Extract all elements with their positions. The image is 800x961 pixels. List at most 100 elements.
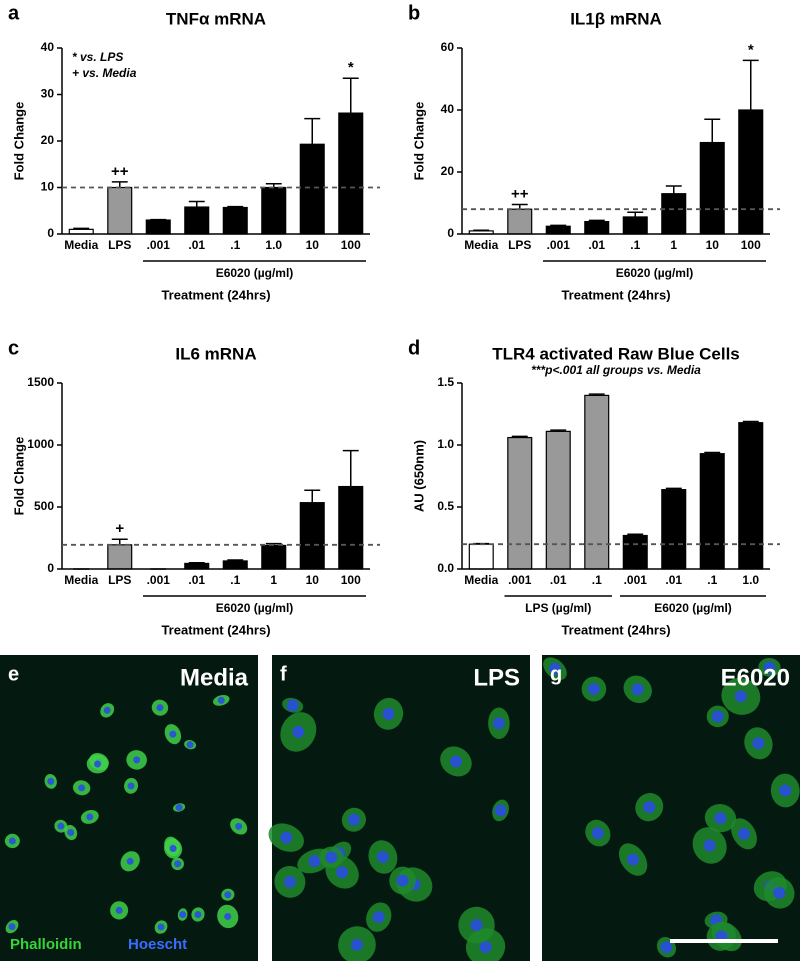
panel-label: f xyxy=(280,663,287,685)
y-tick-label: 500 xyxy=(34,499,54,513)
group-label: LPS (µg/ml) xyxy=(525,601,591,615)
nucleus xyxy=(591,827,604,840)
nucleus xyxy=(283,875,296,888)
nucleus xyxy=(376,850,389,863)
y-tick-label: 40 xyxy=(441,102,455,116)
x-tick-label: 10 xyxy=(306,573,320,587)
bar xyxy=(261,186,287,235)
x-tick-label: 10 xyxy=(306,238,320,252)
x-tick-label: .001 xyxy=(624,573,648,587)
x-tick-label: 1 xyxy=(670,238,677,252)
nucleus xyxy=(169,845,177,853)
nucleus xyxy=(714,812,727,825)
group-label: E6020 (µg/ml) xyxy=(216,266,294,280)
y-axis-label: AU (650nm) xyxy=(411,440,426,512)
nucleus xyxy=(752,737,765,750)
group-label: E6020 (µg/ml) xyxy=(654,601,732,615)
nucleus xyxy=(169,730,177,738)
micrograph xyxy=(542,655,800,961)
x-tick-label: .1 xyxy=(592,573,602,587)
bar xyxy=(507,436,533,570)
image-label: Media xyxy=(180,664,249,691)
nucleus xyxy=(763,661,776,674)
y-tick-label: 0 xyxy=(47,561,54,575)
nucleus xyxy=(449,755,462,768)
bar xyxy=(545,430,571,570)
nucleus xyxy=(492,717,505,730)
y-tick-label: 0.0 xyxy=(437,561,454,575)
nucleus xyxy=(78,784,86,792)
nucleus xyxy=(548,662,561,675)
x-tick-label: Media xyxy=(464,238,498,252)
x-tick-label: .01 xyxy=(188,238,205,252)
nucleus xyxy=(470,919,483,932)
nucleus xyxy=(479,940,492,953)
x-tick-label: .001 xyxy=(547,238,571,252)
nucleus xyxy=(286,699,299,712)
significance-marker: + xyxy=(115,520,124,537)
bar xyxy=(468,543,494,570)
bar xyxy=(661,193,687,235)
x-tick-label: LPS xyxy=(108,573,131,587)
x-tick-label: LPS xyxy=(508,238,531,252)
x-axis-label: Treatment (24hrs) xyxy=(561,287,670,302)
nucleus xyxy=(57,822,65,830)
chart-title: IL6 mRNA xyxy=(175,344,256,363)
x-tick-label: Media xyxy=(464,573,498,587)
panel-label: c xyxy=(8,337,19,359)
nucleus xyxy=(186,741,194,749)
nucleus xyxy=(126,857,134,865)
bar xyxy=(222,560,248,570)
x-tick-label: .001 xyxy=(508,573,532,587)
y-tick-label: 0 xyxy=(447,226,454,240)
x-tick-label: .1 xyxy=(230,573,240,587)
note: ***p<.001 all groups vs. Media xyxy=(531,363,701,377)
y-tick-label: 60 xyxy=(441,40,455,54)
nucleus xyxy=(643,801,656,814)
x-axis-label: Treatment (24hrs) xyxy=(161,287,270,302)
significance-marker: ++ xyxy=(111,163,129,180)
x-tick-label: 1.0 xyxy=(265,238,282,252)
nucleus xyxy=(179,911,187,919)
panel-label: a xyxy=(8,2,20,24)
bar xyxy=(584,221,610,235)
nucleus xyxy=(224,891,232,899)
x-axis-label: Treatment (24hrs) xyxy=(161,622,270,637)
nucleus xyxy=(235,822,243,830)
bar xyxy=(338,112,364,235)
nucleus xyxy=(737,827,750,840)
chart-title: TLR4 activated Raw Blue Cells xyxy=(492,344,740,363)
panel-label: e xyxy=(8,663,19,685)
nucleus xyxy=(372,911,385,924)
nucleus xyxy=(350,938,363,951)
nucleus xyxy=(47,777,55,785)
significance-marker: * xyxy=(748,41,754,58)
nucleus xyxy=(711,710,724,723)
nucleus xyxy=(396,874,409,887)
y-tick-label: 1.5 xyxy=(437,375,454,389)
nucleus xyxy=(217,696,225,704)
y-tick-label: 1000 xyxy=(27,437,54,451)
nucleus xyxy=(773,886,786,899)
x-tick-label: .01 xyxy=(588,238,605,252)
x-tick-label: 100 xyxy=(741,238,761,252)
image-label: E6020 xyxy=(721,664,790,691)
x-tick-label: 100 xyxy=(341,238,361,252)
note: * vs. LPS xyxy=(72,50,123,64)
x-tick-label: 1 xyxy=(270,573,277,587)
nucleus xyxy=(194,910,202,918)
y-axis-label: Fold Change xyxy=(11,437,26,516)
nucleus xyxy=(224,912,232,920)
nucleus xyxy=(103,706,111,714)
note: + vs. Media xyxy=(72,66,137,80)
x-tick-label: .01 xyxy=(665,573,682,587)
bar xyxy=(222,206,248,235)
nucleus xyxy=(382,707,395,720)
nucleus xyxy=(280,831,293,844)
bar xyxy=(699,453,725,570)
x-tick-label: .01 xyxy=(188,573,205,587)
nucleus xyxy=(631,683,644,696)
bar xyxy=(622,216,648,235)
x-tick-label: .1 xyxy=(630,238,640,252)
